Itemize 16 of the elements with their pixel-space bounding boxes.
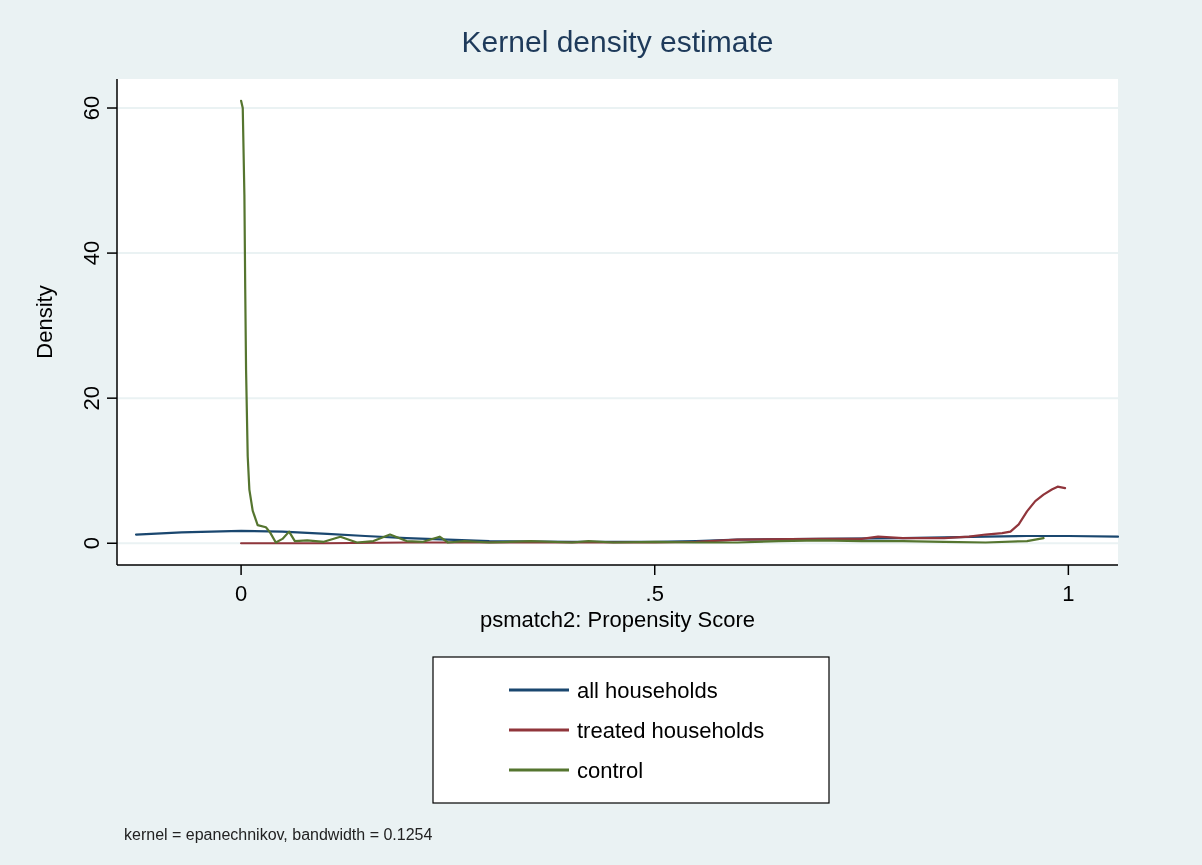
- legend-label: all households: [577, 678, 718, 703]
- x-axis-title: psmatch2: Propensity Score: [479, 607, 756, 632]
- y-tick-label: 60: [79, 95, 104, 121]
- text: kernel = epanechnikov, bandwidth = 0.1254: [124, 826, 433, 843]
- y-tick-label: 20: [79, 385, 104, 411]
- y-tick-label: 0: [79, 537, 104, 550]
- legend-label: treated households: [577, 718, 765, 743]
- y-tick-label: 40: [79, 240, 104, 266]
- y-axis-title: Density: [32, 285, 57, 359]
- x-tick-label: 1: [1062, 581, 1075, 606]
- x-tick-label: 0: [234, 581, 248, 606]
- legend-label: control: [577, 758, 644, 783]
- line-series: [239, 485, 1067, 545]
- x-tick-label: .5: [645, 581, 664, 606]
- line-series: [239, 99, 1045, 544]
- chart-title: Kernel density estimate: [461, 25, 774, 58]
